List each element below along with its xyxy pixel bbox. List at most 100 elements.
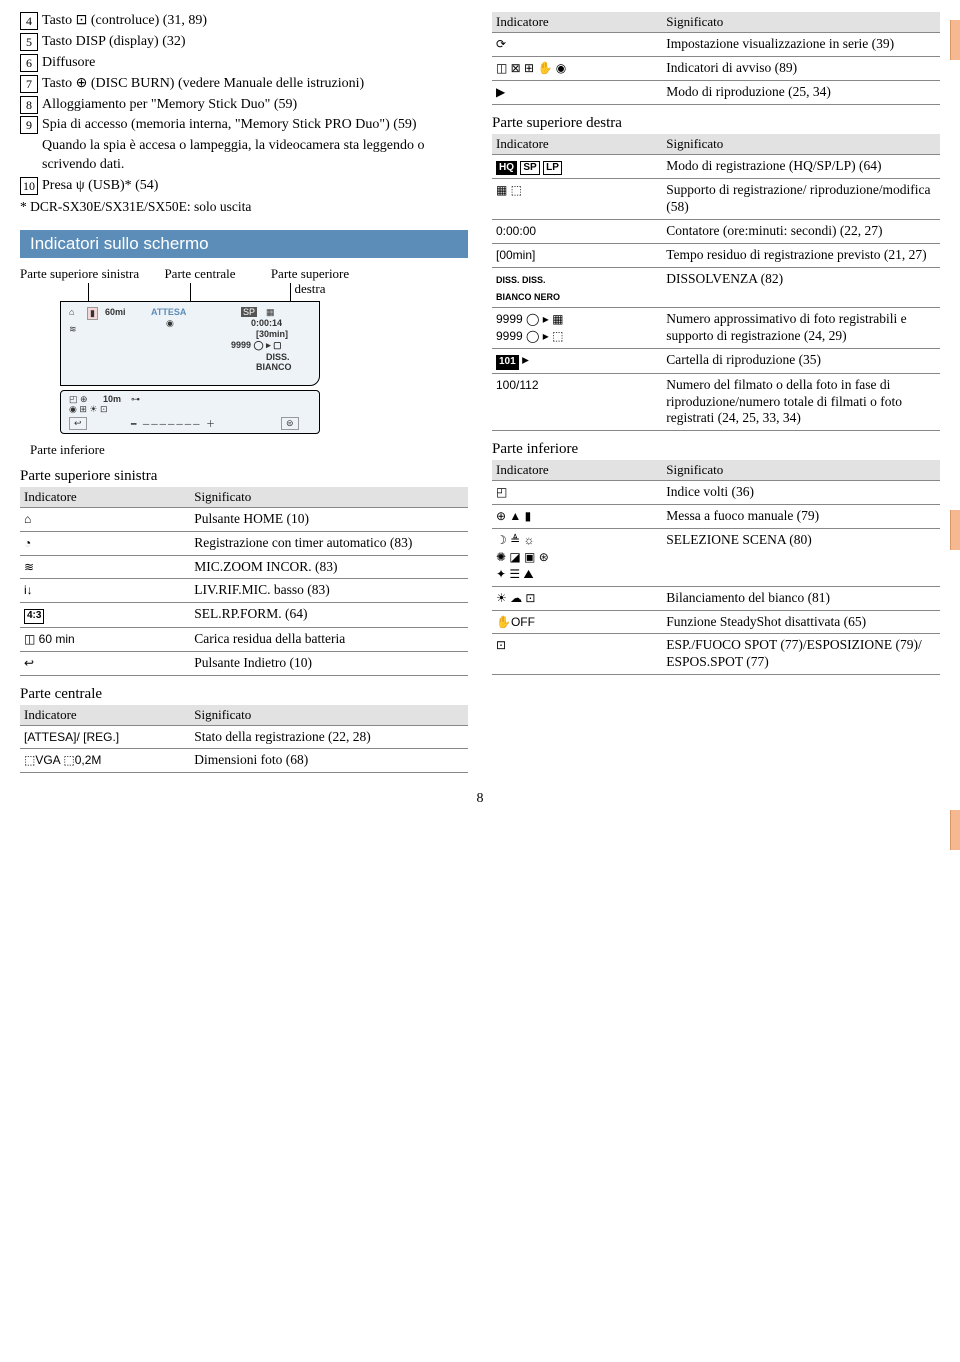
indicator-cell: ☽ ≜ ☼ ✺ ◪ ▣ ⊛ ✦ ☰ ⛰ bbox=[492, 529, 662, 587]
th-meaning: Significato bbox=[190, 487, 468, 508]
indicator-cell: ◫ ⊠ ⊞ ✋ ◉ bbox=[492, 56, 662, 80]
meaning-cell: Stato della registrazione (22, 28) bbox=[190, 725, 468, 749]
table-row: HQ SP LPModo di registrazione (HQ/SP/LP)… bbox=[492, 154, 940, 179]
item-10-text: Presa ψ (USB)* (54) bbox=[42, 177, 468, 196]
list-item: 6Diffusore bbox=[20, 54, 468, 73]
meaning-cell: Numero del filmato o della foto in fase … bbox=[662, 373, 940, 431]
upper-left-title: Parte superiore sinistra bbox=[20, 468, 468, 485]
meaning-cell: Impostazione visualizzazione in serie (3… bbox=[662, 33, 940, 57]
edge-tab bbox=[950, 510, 960, 550]
table-row: ◰Indice volti (36) bbox=[492, 481, 940, 505]
meaning-cell: Funzione SteadyShot disattivata (65) bbox=[662, 610, 940, 634]
item-text: Diffusore bbox=[42, 54, 468, 73]
label-top-right: Parte superiore destra bbox=[260, 266, 360, 297]
indicator-cell: HQ SP LP bbox=[492, 154, 662, 179]
indicator-cell: 4:3 bbox=[20, 603, 190, 628]
label-top-center: Parte centrale bbox=[140, 266, 260, 297]
indicator-cell: ⟳ bbox=[492, 33, 662, 57]
edge-tab bbox=[950, 810, 960, 850]
indicator-cell: ✋OFF bbox=[492, 610, 662, 634]
meaning-cell: Modo di registrazione (HQ/SP/LP) (64) bbox=[662, 154, 940, 179]
indicator-cell: ⊕ ▲ ▮ bbox=[492, 505, 662, 529]
indicator-cell: 100/112 bbox=[492, 373, 662, 431]
table-row: ◫ 60 minCarica residua della batteria bbox=[20, 627, 468, 651]
indicator-cell: ◔ bbox=[20, 531, 190, 555]
meaning-cell: Messa a fuoco manuale (79) bbox=[662, 505, 940, 529]
list-item: 5Tasto DISP (display) (32) bbox=[20, 33, 468, 52]
table-row: ⊡ESP./FUOCO SPOT (77)/ESPOSIZIONE (79)/ … bbox=[492, 634, 940, 675]
table-row: ⌂Pulsante HOME (10) bbox=[20, 507, 468, 531]
meaning-cell: SELEZIONE SCENA (80) bbox=[662, 529, 940, 587]
meaning-cell: Numero approssimativo di foto registrabi… bbox=[662, 308, 940, 349]
list-item: 4Tasto ⊡ (controluce) (31, 89) bbox=[20, 12, 468, 31]
table-row: [00min]Tempo residuo di registrazione pr… bbox=[492, 243, 940, 267]
table-row: 4:3SEL.RP.FORM. (64) bbox=[20, 603, 468, 628]
lower-table: Indicatore Significato ◰Indice volti (36… bbox=[492, 460, 940, 675]
meaning-cell: Indicatori di avviso (89) bbox=[662, 56, 940, 80]
memory-note: Quando la spia è accesa o lampeggia, la … bbox=[42, 137, 468, 175]
indicator-cell: 0:00:00 bbox=[492, 219, 662, 243]
meaning-cell: Registrazione con timer automatico (83) bbox=[190, 531, 468, 555]
indicator-cell: ⬚VGA ⬚0,2M bbox=[20, 749, 190, 773]
numbox: 8 bbox=[20, 96, 38, 114]
indicator-cell: ⊡ bbox=[492, 634, 662, 675]
item-text: Tasto ⊕ (DISC BURN) (vedere Manuale dell… bbox=[42, 75, 468, 94]
indicator-cell: ↩ bbox=[20, 651, 190, 675]
table-row: ◫ ⊠ ⊞ ✋ ◉Indicatori di avviso (89) bbox=[492, 56, 940, 80]
indicator-cell: [00min] bbox=[492, 243, 662, 267]
upper-right-table: Indicatore Significato HQ SP LPModo di r… bbox=[492, 134, 940, 432]
label-top-left: Parte superiore sinistra bbox=[20, 266, 140, 297]
table-row: ◔Registrazione con timer automatico (83) bbox=[20, 531, 468, 555]
center-title: Parte centrale bbox=[20, 686, 468, 703]
indicator-cell: 101 ▸ bbox=[492, 349, 662, 374]
indicator-cell: ◫ 60 min bbox=[20, 627, 190, 651]
table-row: ▦ ⬚Supporto di registrazione/ riproduzio… bbox=[492, 179, 940, 220]
numbox: 7 bbox=[20, 75, 38, 93]
indicator-cell: DISS. DISS. BIANCO NERO bbox=[492, 267, 662, 308]
meaning-cell: Contatore (ore:minuti: secondi) (22, 27) bbox=[662, 219, 940, 243]
indicator-cell: ⌂ bbox=[20, 507, 190, 531]
table-row: 101 ▸Cartella di riproduzione (35) bbox=[492, 349, 940, 374]
table-row: ▶Modo di riproduzione (25, 34) bbox=[492, 80, 940, 104]
meaning-cell: Pulsante Indietro (10) bbox=[190, 651, 468, 675]
table-row: ↩Pulsante Indietro (10) bbox=[20, 651, 468, 675]
indicator-cell: 9999 ◯ ▸ ▦ 9999 ◯ ▸ ⬚ bbox=[492, 308, 662, 349]
table-row: ≋MIC.ZOOM INCOR. (83) bbox=[20, 555, 468, 579]
edge-tab bbox=[950, 20, 960, 60]
item-text: Spia di accesso (memoria interna, "Memor… bbox=[42, 116, 468, 135]
indicator-cell: ◰ bbox=[492, 481, 662, 505]
right-top-table: Indicatore Significato ⟳Impostazione vis… bbox=[492, 12, 940, 105]
item-text: Alloggiamento per "Memory Stick Duo" (59… bbox=[42, 96, 468, 115]
th-indicator: Indicatore bbox=[20, 487, 190, 508]
table-row: 100/112Numero del filmato o della foto i… bbox=[492, 373, 940, 431]
list-item: 7Tasto ⊕ (DISC BURN) (vedere Manuale del… bbox=[20, 75, 468, 94]
center-table: Indicatore Significato [ATTESA]/ [REG.]S… bbox=[20, 705, 468, 774]
table-row: [ATTESA]/ [REG.]Stato della registrazion… bbox=[20, 725, 468, 749]
numbox: 9 bbox=[20, 116, 38, 134]
item-10: 10 Presa ψ (USB)* (54) bbox=[20, 177, 468, 196]
meaning-cell: DISSOLVENZA (82) bbox=[662, 267, 940, 308]
meaning-cell: Modo di riproduzione (25, 34) bbox=[662, 80, 940, 104]
list-item: 8Alloggiamento per "Memory Stick Duo" (5… bbox=[20, 96, 468, 115]
meaning-cell: Cartella di riproduzione (35) bbox=[662, 349, 940, 374]
table-row: ⟳Impostazione visualizzazione in serie (… bbox=[492, 33, 940, 57]
meaning-cell: Indice volti (36) bbox=[662, 481, 940, 505]
lower-title: Parte inferiore bbox=[492, 441, 940, 458]
meaning-cell: Bilanciamento del bianco (81) bbox=[662, 586, 940, 610]
table-row: ☽ ≜ ☼ ✺ ◪ ▣ ⊛ ✦ ☰ ⛰SELEZIONE SCENA (80) bbox=[492, 529, 940, 587]
numbox: 6 bbox=[20, 54, 38, 72]
table-row: 9999 ◯ ▸ ▦ 9999 ◯ ▸ ⬚Numero approssimati… bbox=[492, 308, 940, 349]
indicator-cell: [ATTESA]/ [REG.] bbox=[20, 725, 190, 749]
meaning-cell: SEL.RP.FORM. (64) bbox=[190, 603, 468, 628]
item-text: Tasto DISP (display) (32) bbox=[42, 33, 468, 52]
indicator-cell: ≋ bbox=[20, 555, 190, 579]
numbox: 4 bbox=[20, 12, 38, 30]
table-row: ⬚VGA ⬚0,2MDimensioni foto (68) bbox=[20, 749, 468, 773]
usb-footnote: * DCR-SX30E/SX31E/SX50E: solo uscita bbox=[20, 198, 468, 216]
section-bar: Indicatori sullo schermo bbox=[20, 230, 468, 258]
meaning-cell: LIV.RIF.MIC. basso (83) bbox=[190, 579, 468, 603]
indicator-cell: ▦ ⬚ bbox=[492, 179, 662, 220]
upper-right-title: Parte superiore destra bbox=[492, 115, 940, 132]
indicator-cell: ☀ ☁ ⊡ bbox=[492, 586, 662, 610]
meaning-cell: ESP./FUOCO SPOT (77)/ESPOSIZIONE (79)/ E… bbox=[662, 634, 940, 675]
